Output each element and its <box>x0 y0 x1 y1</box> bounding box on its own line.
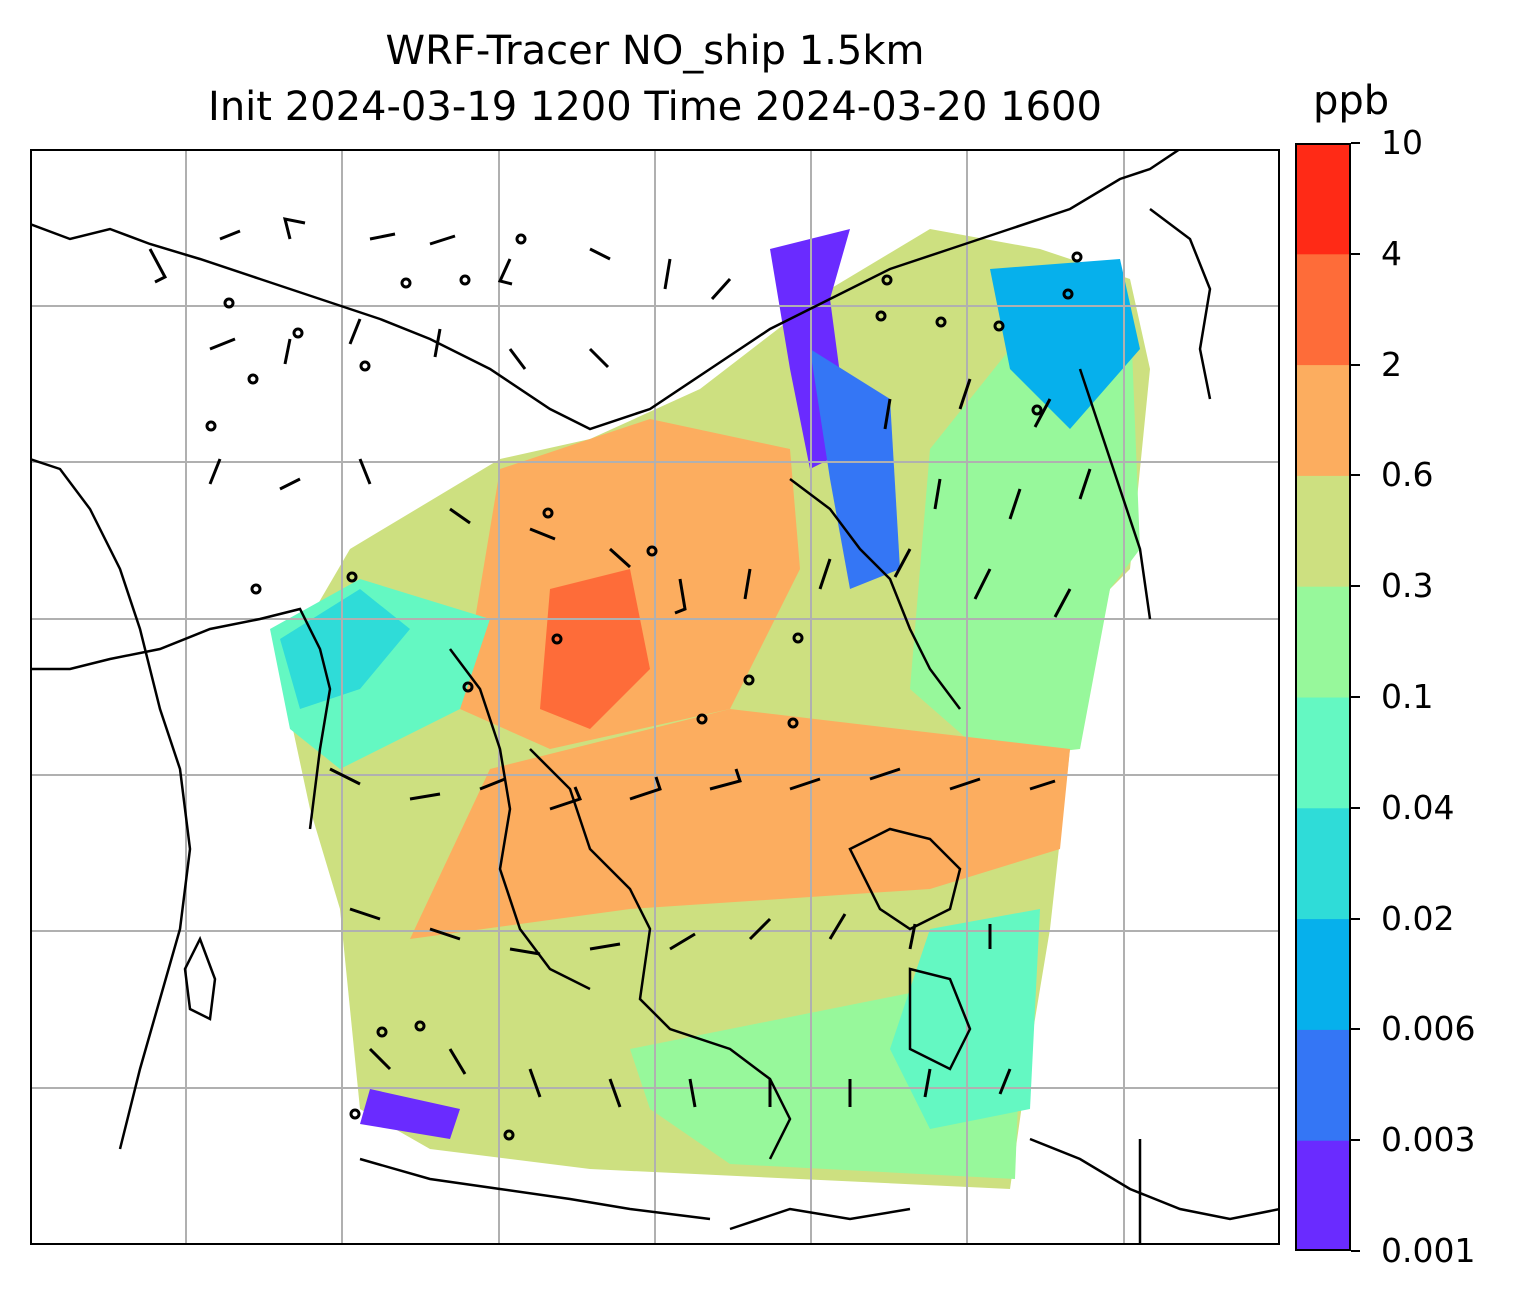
colorbar-tick-label: 0.003 <box>1381 1120 1476 1160</box>
colorbar-tick-label: 0.3 <box>1381 566 1434 606</box>
colorbar-tick <box>1351 474 1360 477</box>
wind-barbs <box>148 217 1092 1108</box>
band-dark-orange <box>540 569 650 729</box>
colorbar-segment <box>1295 253 1351 366</box>
colorbar-tick <box>1351 1028 1360 1031</box>
colorbar-tick <box>1351 1250 1360 1252</box>
colorbar-tick-label: 10 <box>1381 123 1423 162</box>
colorbar-segment <box>1295 807 1351 920</box>
colorbar-tick-label: 0.006 <box>1381 1009 1476 1049</box>
chart-title-line1: WRF-Tracer NO_ship 1.5km <box>385 28 925 74</box>
colorbar <box>1295 143 1351 1251</box>
colorbar-tick-label: 2 <box>1381 344 1402 384</box>
colorbar-segment <box>1295 586 1351 698</box>
colorbar-unit: ppb <box>1313 78 1390 124</box>
colorbar-segment <box>1295 475 1351 587</box>
band-blue-north <box>810 349 900 589</box>
colorbar-tick-label: 0.6 <box>1381 455 1434 495</box>
colorbar-segment <box>1295 143 1351 255</box>
colorbar-tick <box>1351 696 1360 698</box>
calm-markers <box>205 233 1083 1141</box>
chart-title-line2: Init 2024-03-19 1200 Time 2024-03-20 160… <box>208 84 1102 130</box>
colorbar-tick <box>1351 917 1360 920</box>
colorbar-tick-label: 0.1 <box>1381 677 1434 716</box>
colorbar-tick-label: 4 <box>1381 233 1402 273</box>
colorbar-tick <box>1351 363 1360 366</box>
colorbar-tick <box>1351 1139 1360 1142</box>
colorbar-segment <box>1295 697 1351 809</box>
colorbar-tick-label: 0.02 <box>1381 898 1455 938</box>
coastlines <box>30 149 1280 1245</box>
colorbar-tick <box>1351 585 1360 588</box>
band-purple-south <box>360 1089 460 1139</box>
colorbar-segment <box>1295 1029 1351 1141</box>
colorbar-tick-label: 0.001 <box>1381 1231 1476 1270</box>
colorbar-segment <box>1295 918 1351 1030</box>
colorbar-tick <box>1351 806 1360 809</box>
tracer-field <box>270 229 1150 1189</box>
colorbar-tick <box>1351 252 1360 255</box>
band-orange-mid <box>410 709 1070 939</box>
map-gridlines <box>30 149 1280 1245</box>
colorbar-tick-label: 0.04 <box>1381 787 1455 827</box>
colorbar-segment <box>1295 1140 1351 1251</box>
map-panel <box>30 149 1280 1245</box>
colorbar-tick <box>1351 142 1360 144</box>
colorbar-segment <box>1295 364 1351 476</box>
band-blue-east-edge <box>990 259 1140 429</box>
